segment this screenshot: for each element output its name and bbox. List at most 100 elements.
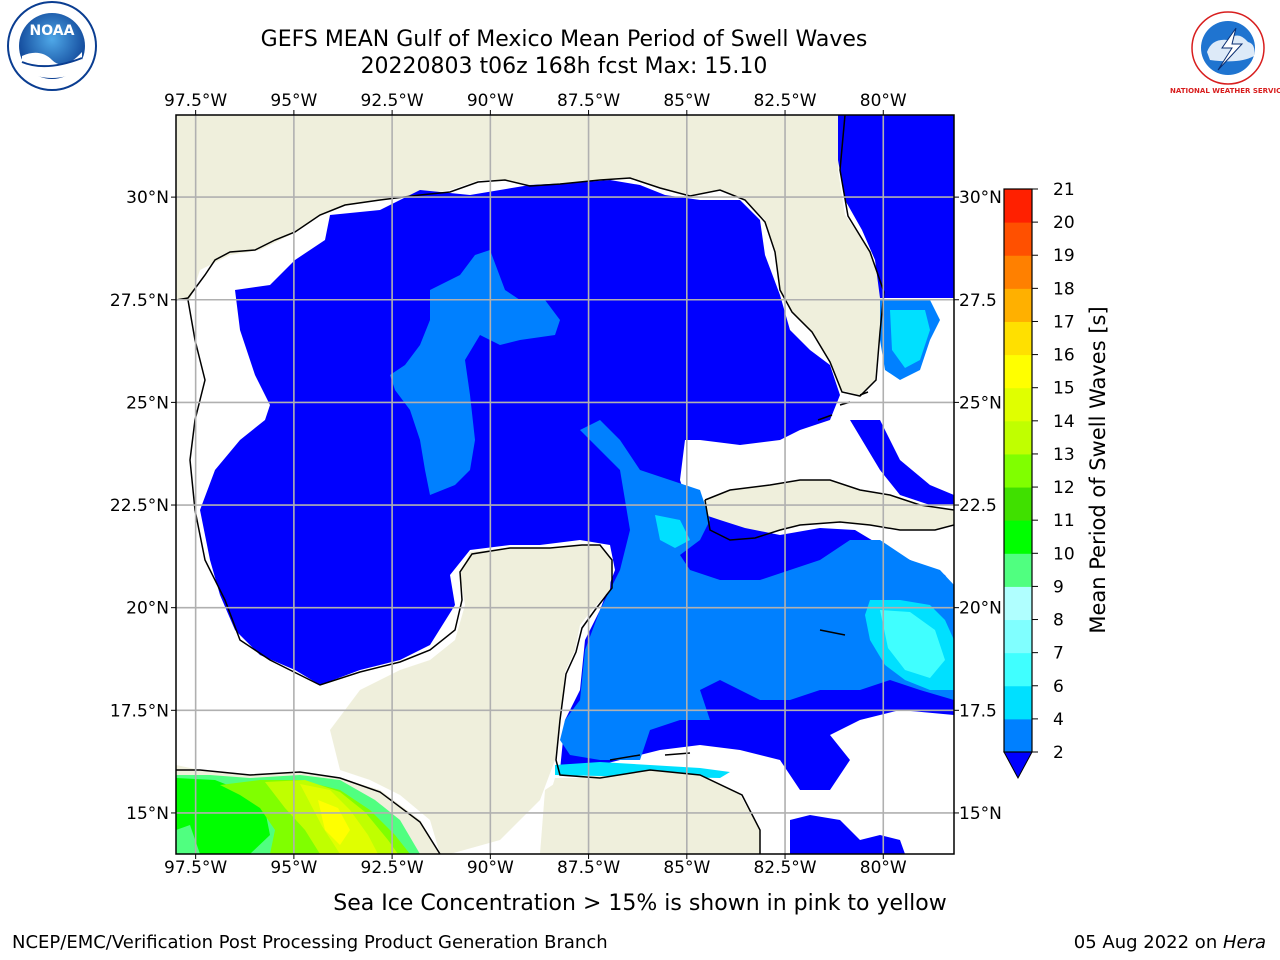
lon-label-bottom: 87.5°W (557, 858, 620, 878)
noaa-logo-icon: NOAA (7, 1, 97, 91)
lon-label-bottom: 80°W (860, 858, 907, 878)
colorbar-tick-label: 4 (1053, 710, 1064, 730)
footer-credit: NCEP/EMC/Verification Post Processing Pr… (12, 932, 608, 953)
noaa-logo-text: NOAA (30, 23, 75, 39)
footer-date: 05 Aug 2022 on Hera (1074, 932, 1266, 953)
atlantic-upper-blue (838, 115, 954, 298)
lon-label-bottom: 97.5°W (164, 858, 227, 878)
colorbar-segment (1004, 354, 1032, 389)
colorbar-segment (1004, 321, 1032, 356)
colorbar-label: Mean Period of Swell Waves [s] (1086, 306, 1110, 633)
nws-logo-text: NATIONAL WEATHER SERVICE (1170, 87, 1280, 95)
caribbean-south-blue (790, 815, 905, 854)
colorbar-segment (1004, 255, 1032, 289)
lat-label-right: 15°N (959, 804, 1002, 824)
colorbar-tick-label: 8 (1053, 611, 1064, 631)
colorbar-tick-label: 2 (1053, 743, 1064, 763)
colorbar-segment (1004, 487, 1032, 521)
sea-ice-caption: Sea Ice Concentration > 15% is shown in … (333, 891, 947, 916)
lon-label-top: 90°W (467, 91, 514, 111)
footer-host: Hera (1222, 932, 1266, 953)
lon-label-top: 85°W (663, 91, 710, 111)
central-gulf-2-4s (390, 250, 560, 495)
coastline (176, 115, 885, 397)
lat-label-left: 22.5°N (110, 496, 169, 516)
colorbar-tick-label: 7 (1053, 644, 1064, 664)
map-gridlines (176, 115, 954, 854)
colorbar-segment (1004, 453, 1032, 488)
colorbar-segment (1004, 222, 1032, 256)
colorbar-segment (1004, 652, 1032, 687)
colorbar-tick-label: 13 (1053, 445, 1075, 465)
colorbar-tick-label: 19 (1053, 246, 1075, 266)
land-cuba (705, 480, 954, 540)
lat-label-left: 15°N (126, 804, 169, 824)
lon-label-top: 82.5°W (753, 91, 816, 111)
page-subtitle: 20220803 t06z 168h fcst Max: 15.10 (360, 54, 768, 79)
lon-label-top: 97.5°W (164, 91, 227, 111)
colorbar-tick-label: 9 (1053, 577, 1064, 597)
colorbar-segment (1004, 520, 1032, 554)
lon-label-top: 95°W (270, 91, 317, 111)
colorbar-tick-label: 17 (1053, 312, 1075, 332)
atlantic-lower-blue (850, 420, 954, 505)
lon-label-top: 80°W (860, 91, 907, 111)
colorbar-segment (1004, 685, 1032, 720)
colorbar-tick-label: 6 (1053, 677, 1064, 697)
colorbar-segment (1004, 387, 1032, 422)
lat-label-right: 17.5 (959, 701, 997, 721)
colorbar-segment (1004, 553, 1032, 587)
lon-label-bottom: 92.5°W (361, 858, 424, 878)
lon-label-top: 92.5°W (361, 91, 424, 111)
lat-label-left: 17.5°N (110, 701, 169, 721)
colorbar-segment (1004, 586, 1032, 621)
lat-label-left: 25°N (126, 393, 169, 413)
colorbar-segment (1004, 619, 1032, 654)
colorbar-segment (1004, 288, 1032, 322)
land-central-america (540, 770, 760, 854)
pacific-9-10s-edge (176, 825, 200, 854)
colorbar-tick-label: 11 (1053, 511, 1075, 531)
colorbar-tick-label: 18 (1053, 279, 1075, 299)
colorbar-segment (1004, 420, 1032, 455)
lat-label-right: 25°N (959, 393, 1002, 413)
colorbar-frame (1003, 188, 1033, 753)
land-yucatan (330, 545, 612, 854)
page-title: GEFS MEAN Gulf of Mexico Mean Period of … (260, 27, 868, 52)
pacific-15s-peak (318, 800, 350, 845)
map-frame (175, 114, 955, 855)
lon-label-bottom: 82.5°W (753, 858, 816, 878)
caribbean-6-7s (880, 610, 945, 678)
colorbar: 2 4 6 7 8 9 10 11 12 13 14 15 16 17 18 19 20 21 Mean Peri… (1003, 180, 1110, 780)
colorbar-segment (1004, 189, 1032, 223)
colorbar-tick-label: 14 (1053, 412, 1075, 432)
colorbar-tick-label: 20 (1053, 213, 1075, 233)
lat-label-left: 27.5°N (110, 291, 169, 311)
colorbar-extend-min (1003, 751, 1033, 780)
coastline-pacific (176, 769, 441, 854)
atlantic-4-6s (890, 310, 930, 368)
lon-label-top: 87.5°W (557, 91, 620, 111)
colorbar-segment (1004, 718, 1032, 753)
nws-logo-icon: NATIONAL WEATHER SERVICE (1170, 2, 1280, 95)
lon-label-bottom: 90°W (467, 858, 514, 878)
lat-label-right: 20°N (959, 599, 1002, 619)
lat-label-left: 30°N (126, 188, 169, 208)
colorbar-tick-label: 16 (1053, 346, 1075, 366)
colorbar-tick-label: 12 (1053, 478, 1075, 498)
yucatan-4-6s (655, 515, 690, 548)
lat-label-right: 22.5 (959, 496, 997, 516)
lat-label-right: 27.5 (959, 291, 997, 311)
lon-label-bottom: 95°W (270, 858, 317, 878)
colorbar-tick-label: 21 (1053, 180, 1075, 200)
map-axis-labels: 97.5°W 97.5°W 95°W 95°W 92.5°W 92.5°W 90°W 90°W… (110, 91, 1002, 878)
colorbar-tick-label: 10 (1053, 544, 1075, 564)
coastline-cuba (704, 479, 954, 541)
lat-label-left: 20°N (126, 599, 169, 619)
coastline-islands (609, 629, 846, 761)
lat-label-right: 30°N (959, 188, 1002, 208)
colorbar-tick-label: 15 (1053, 379, 1075, 399)
footer-date-text: 05 Aug 2022 on (1073, 932, 1223, 953)
map-panel: 97.5°W 97.5°W 95°W 95°W 92.5°W 92.5°W 90°W 90°W… (110, 91, 1002, 878)
